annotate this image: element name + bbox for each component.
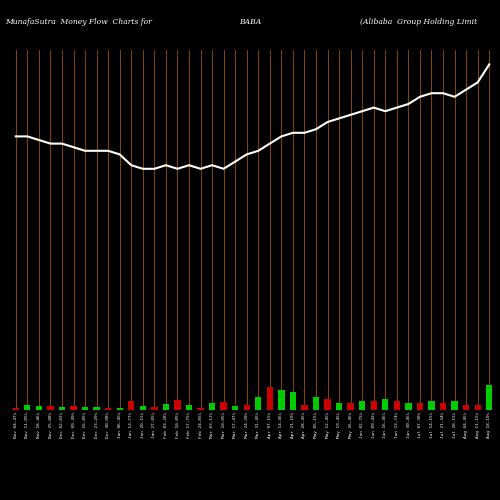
Bar	[209, 403, 216, 410]
Bar	[255, 398, 262, 410]
Bar	[474, 404, 481, 410]
Bar	[94, 408, 100, 410]
Bar	[324, 399, 330, 410]
Bar	[116, 408, 123, 410]
Bar	[12, 408, 19, 410]
Text: BABA: BABA	[239, 18, 261, 25]
Bar	[186, 404, 192, 410]
Bar	[162, 404, 169, 410]
Bar	[24, 404, 30, 410]
Bar	[382, 399, 388, 410]
Bar	[370, 401, 377, 410]
Bar	[290, 392, 296, 410]
Bar	[428, 401, 434, 410]
Bar	[232, 406, 238, 410]
Bar	[452, 401, 458, 410]
Text: (Alibaba  Group Holding Limit: (Alibaba Group Holding Limit	[360, 18, 477, 25]
Bar	[313, 398, 319, 410]
Bar	[151, 408, 158, 410]
Bar	[266, 386, 273, 410]
Bar	[486, 385, 492, 410]
Bar	[47, 406, 54, 410]
Bar	[36, 406, 42, 410]
Bar	[463, 404, 469, 410]
Text: MunafaSutra  Money Flow  Charts for: MunafaSutra Money Flow Charts for	[5, 18, 152, 25]
Bar	[198, 408, 203, 410]
Bar	[220, 402, 227, 410]
Bar	[59, 407, 65, 410]
Bar	[359, 401, 366, 410]
Bar	[440, 403, 446, 410]
Bar	[140, 406, 146, 410]
Bar	[105, 408, 112, 410]
Bar	[394, 401, 400, 410]
Bar	[174, 400, 180, 410]
Bar	[278, 390, 284, 410]
Bar	[302, 404, 308, 410]
Bar	[128, 401, 134, 410]
Bar	[82, 407, 88, 410]
Bar	[417, 403, 423, 410]
Bar	[348, 403, 354, 410]
Bar	[244, 404, 250, 410]
Bar	[405, 403, 411, 410]
Bar	[70, 406, 76, 410]
Bar	[336, 403, 342, 410]
